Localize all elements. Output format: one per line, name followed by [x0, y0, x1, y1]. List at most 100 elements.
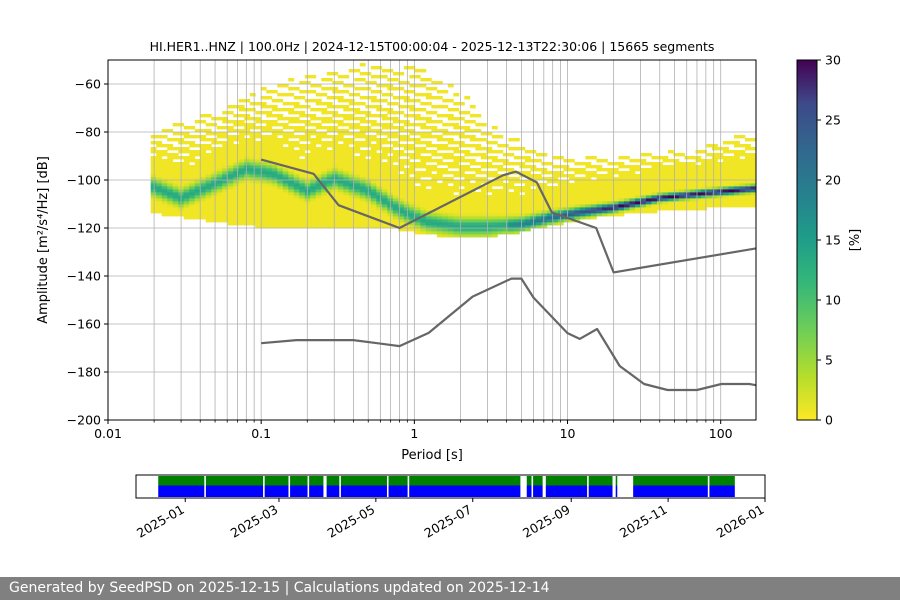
heatmap-cell: [211, 177, 218, 181]
heatmap-cell: [156, 168, 163, 172]
heatmap-cell: [183, 216, 190, 220]
heatmap-cell: [392, 210, 399, 214]
heatmap-cell: [464, 201, 471, 205]
heatmap-cell: [249, 123, 256, 127]
heatmap-cell: [359, 162, 366, 166]
heatmap-cell: [453, 189, 460, 193]
heatmap-cell: [271, 189, 278, 193]
heatmap-cell: [255, 153, 262, 157]
heatmap-cell: [563, 207, 570, 211]
heatmap-cell: [244, 198, 251, 202]
heatmap-cell: [568, 177, 575, 181]
heatmap-cell: [376, 165, 383, 169]
heatmap-cell: [266, 198, 273, 202]
heatmap-cell: [574, 171, 581, 175]
heatmap-cell: [359, 120, 366, 124]
heatmap-cell: [200, 120, 207, 124]
heatmap-cell: [238, 219, 245, 223]
heatmap-cell: [552, 204, 559, 208]
heatmap-cell: [552, 171, 559, 175]
heatmap-cell: [711, 162, 718, 166]
heatmap-cell: [332, 186, 339, 190]
heatmap-cell: [354, 78, 361, 82]
heatmap-cell: [409, 144, 416, 148]
heatmap-cell: [678, 186, 685, 190]
heatmap-cell: [189, 186, 196, 190]
heatmap-cell: [414, 150, 421, 154]
heatmap-cell: [519, 225, 526, 229]
heatmap-cell: [266, 195, 273, 199]
heatmap-cell: [601, 195, 608, 199]
heatmap-cell: [326, 213, 333, 217]
heatmap-cell: [464, 126, 471, 130]
heatmap-cell: [431, 177, 438, 181]
heatmap-cell: [420, 192, 427, 196]
heatmap-cell: [233, 216, 240, 220]
heatmap-cell: [227, 213, 234, 217]
heatmap-cell: [381, 165, 388, 169]
heatmap-cell: [398, 222, 405, 226]
heatmap-cell: [585, 210, 592, 214]
heatmap-cell: [354, 162, 361, 166]
heatmap-cell: [458, 171, 465, 175]
heatmap-cell: [183, 162, 190, 166]
heatmap-cell: [706, 168, 713, 172]
heatmap-cell: [447, 222, 454, 226]
heatmap-cell: [524, 204, 531, 208]
heatmap-cell: [222, 180, 229, 184]
heatmap-cell: [315, 165, 322, 169]
heatmap-cell: [200, 189, 207, 193]
heatmap-cell: [634, 165, 641, 169]
heatmap-cell: [381, 93, 388, 97]
heatmap-cell: [409, 153, 416, 157]
heatmap-cell: [288, 177, 295, 181]
heatmap-cell: [167, 195, 174, 199]
heatmap-cell: [403, 201, 410, 205]
heatmap-cell: [244, 123, 251, 127]
heatmap-cell: [337, 225, 344, 229]
heatmap-cell: [607, 210, 614, 214]
heatmap-cell: [464, 144, 471, 148]
heatmap-cell: [453, 219, 460, 223]
heatmap-cell: [662, 201, 669, 205]
heatmap-cell: [634, 192, 641, 196]
heatmap-cell: [409, 84, 416, 88]
heatmap-cell: [288, 168, 295, 172]
heatmap-cell: [728, 180, 735, 184]
heatmap-cell: [744, 138, 751, 142]
heatmap-cell: [332, 72, 339, 76]
heatmap-cell: [343, 180, 350, 184]
heatmap-cell: [205, 138, 212, 142]
heatmap-cell: [585, 192, 592, 196]
heatmap-cell: [271, 216, 278, 220]
heatmap-cell: [205, 165, 212, 169]
heatmap-cell: [711, 144, 718, 148]
heatmap-cell: [337, 132, 344, 136]
heatmap-cell: [315, 171, 322, 175]
heatmap-cell: [750, 204, 756, 208]
heatmap-cell: [310, 213, 317, 217]
heatmap-cell: [337, 75, 344, 79]
heatmap-cell: [552, 156, 559, 160]
heatmap-cell: [172, 168, 179, 172]
heatmap-cell: [315, 147, 322, 151]
heatmap-cell: [469, 216, 476, 220]
heatmap-cell: [431, 195, 438, 199]
heatmap-cell: [689, 204, 696, 208]
heatmap-cell: [337, 144, 344, 148]
heatmap-cell: [189, 180, 196, 184]
heatmap-cell: [409, 186, 416, 190]
heatmap-cell: [563, 195, 570, 199]
heatmap-cell: [453, 171, 460, 175]
heatmap-cell: [370, 165, 377, 169]
heatmap-cell: [205, 213, 212, 217]
heatmap-cell: [574, 207, 581, 211]
heatmap-cell: [277, 213, 284, 217]
heatmap-cell: [431, 165, 438, 169]
heatmap-cell: [541, 219, 548, 223]
heatmap-cell: [607, 162, 614, 166]
heatmap-cell: [662, 189, 669, 193]
heatmap-cell: [398, 144, 405, 148]
heatmap-cell: [150, 198, 157, 202]
heatmap-cell: [299, 165, 306, 169]
